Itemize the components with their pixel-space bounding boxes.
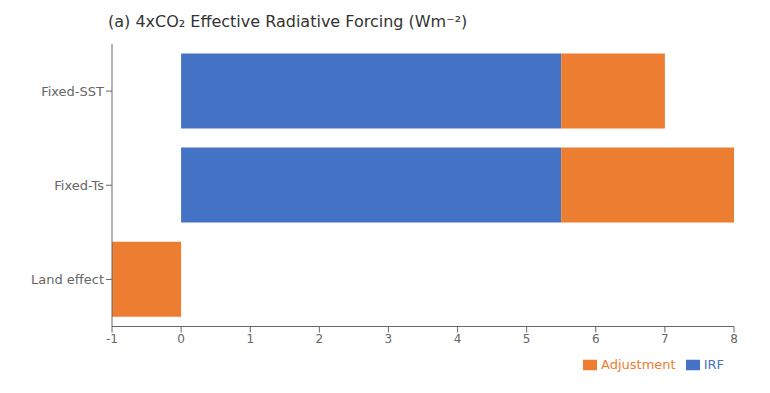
html-text:IRF: IRF: [703, 356, 724, 372]
svg-text:6: 6: [592, 332, 600, 346]
svg-text:Fixed-SST: Fixed-SST: [41, 84, 104, 99]
svg-text:0: 0: [177, 332, 185, 346]
svg-text:3: 3: [385, 332, 393, 346]
html-text:Adjustment: Adjustment: [601, 356, 676, 372]
svg-text:8: 8: [730, 332, 738, 346]
svg-text:Land effect: Land effect: [31, 272, 104, 287]
svg-text:2: 2: [316, 332, 324, 346]
svg-text:5: 5: [523, 332, 531, 346]
svg-text:Fixed-Ts: Fixed-Ts: [54, 178, 104, 193]
svg-text:7: 7: [661, 332, 669, 346]
html-text:(a) 4xCO₂ Effective Radiative: (a) 4xCO₂ Effective Radiative Forcing (W…: [108, 12, 468, 31]
svg-text:4: 4: [454, 332, 462, 346]
svg-text:-1: -1: [106, 332, 118, 346]
svg-text:1: 1: [246, 332, 254, 346]
